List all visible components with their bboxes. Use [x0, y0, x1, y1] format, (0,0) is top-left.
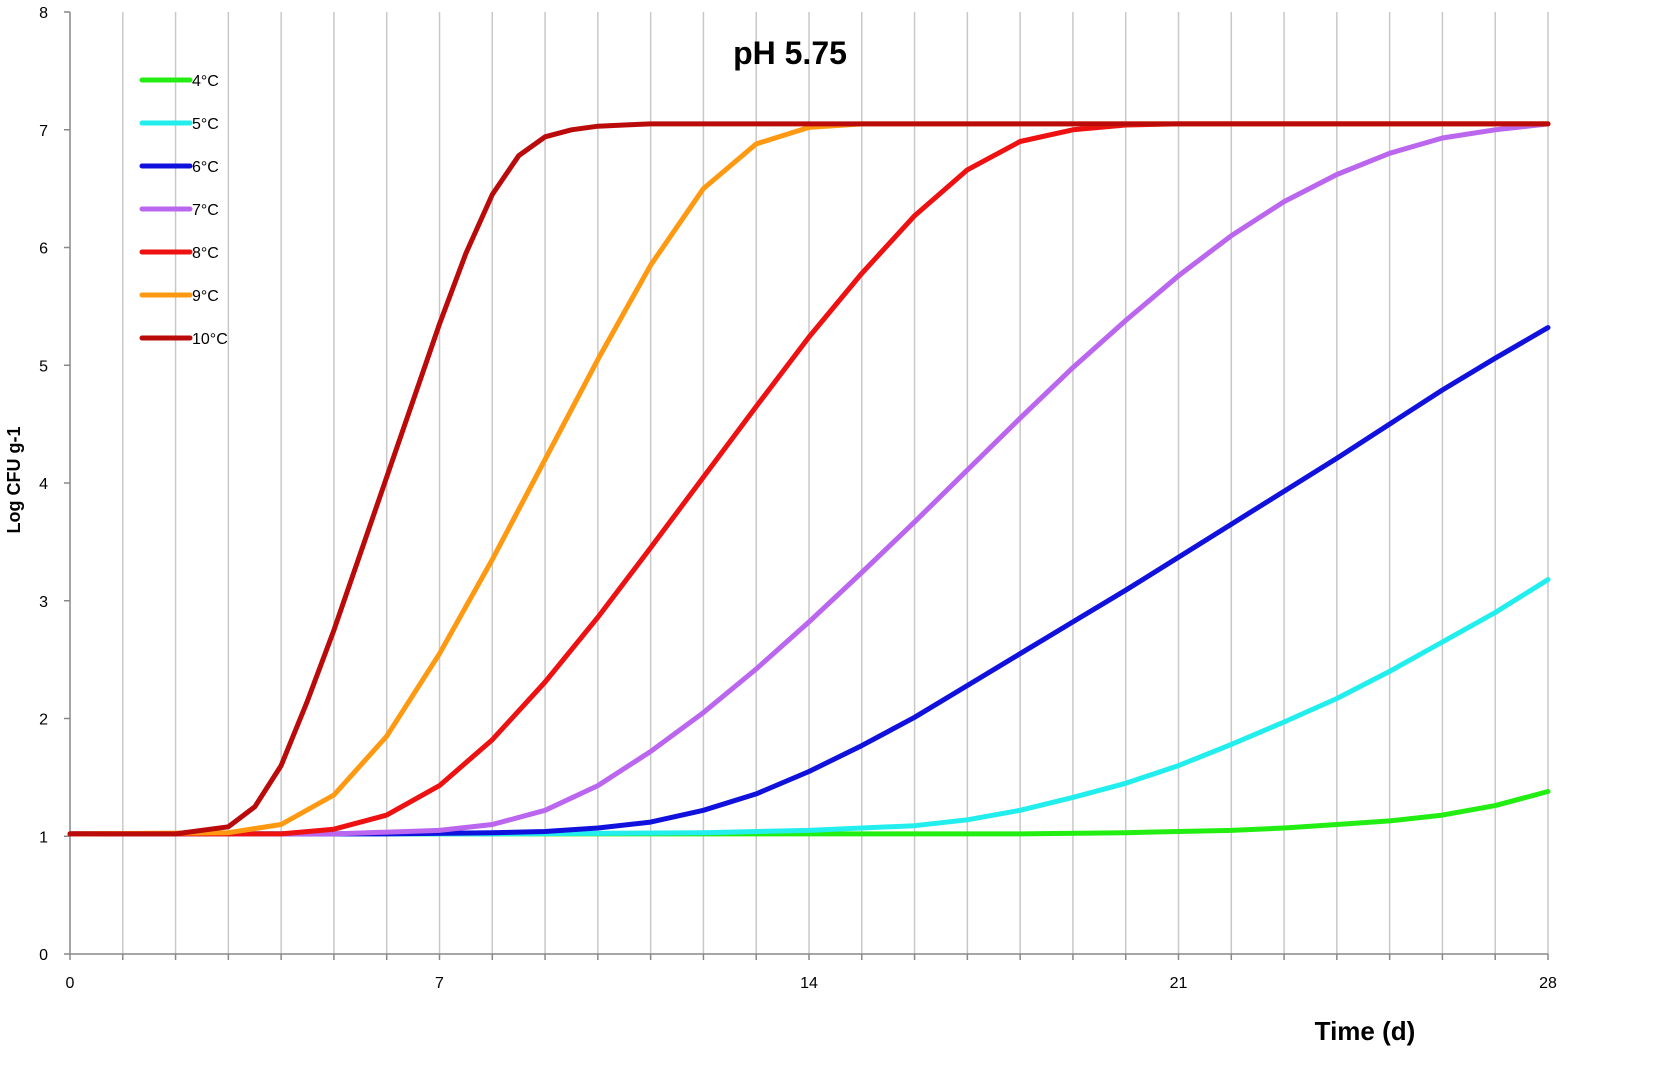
x-axis-label: Time (d)	[1315, 1016, 1416, 1046]
legend-label: 9°C	[192, 288, 219, 305]
series-line	[67, 121, 1551, 837]
y-tick-label: 4	[39, 476, 48, 493]
y-tick-label: 6	[39, 241, 48, 258]
x-tick-label: 28	[1539, 975, 1557, 992]
y-axis-label: Log CFU g-1	[4, 427, 24, 534]
legend-label: 8°C	[192, 245, 219, 262]
y-tick-label: 2	[39, 712, 48, 729]
y-tick-label: 0	[39, 947, 48, 964]
gridlines	[122, 12, 1549, 954]
axes	[64, 11, 1549, 960]
legend-label: 7°C	[192, 202, 219, 219]
series-line	[67, 121, 1551, 837]
series-line	[67, 577, 1551, 837]
series-line	[67, 121, 1551, 837]
x-tick-label: 0	[66, 975, 75, 992]
x-tick-label: 21	[1170, 975, 1188, 992]
x-tick-label: 14	[800, 975, 818, 992]
legend-label: 10°C	[192, 331, 228, 348]
series-line	[67, 121, 1551, 837]
legend-label: 6°C	[192, 159, 219, 176]
tick-labels: 0 1 2 3 4 5 6 7 8 0 7 14 21 28	[39, 5, 1557, 992]
x-tick-label: 7	[435, 975, 444, 992]
y-tick-label: 8	[39, 5, 48, 22]
series-line	[67, 325, 1551, 837]
series-lines	[67, 121, 1551, 837]
chart-title: pH 5.75	[733, 35, 847, 71]
y-tick-label: 3	[39, 594, 48, 611]
y-tick-label: 1	[39, 829, 48, 846]
y-tick-label: 7	[39, 123, 48, 140]
legend: 4°C 5°C 6°C 7°C 8°C 9°C 10°C	[139, 73, 228, 348]
legend-label: 5°C	[192, 116, 219, 133]
legend-label: 4°C	[192, 73, 219, 90]
y-tick-label: 5	[39, 358, 48, 375]
